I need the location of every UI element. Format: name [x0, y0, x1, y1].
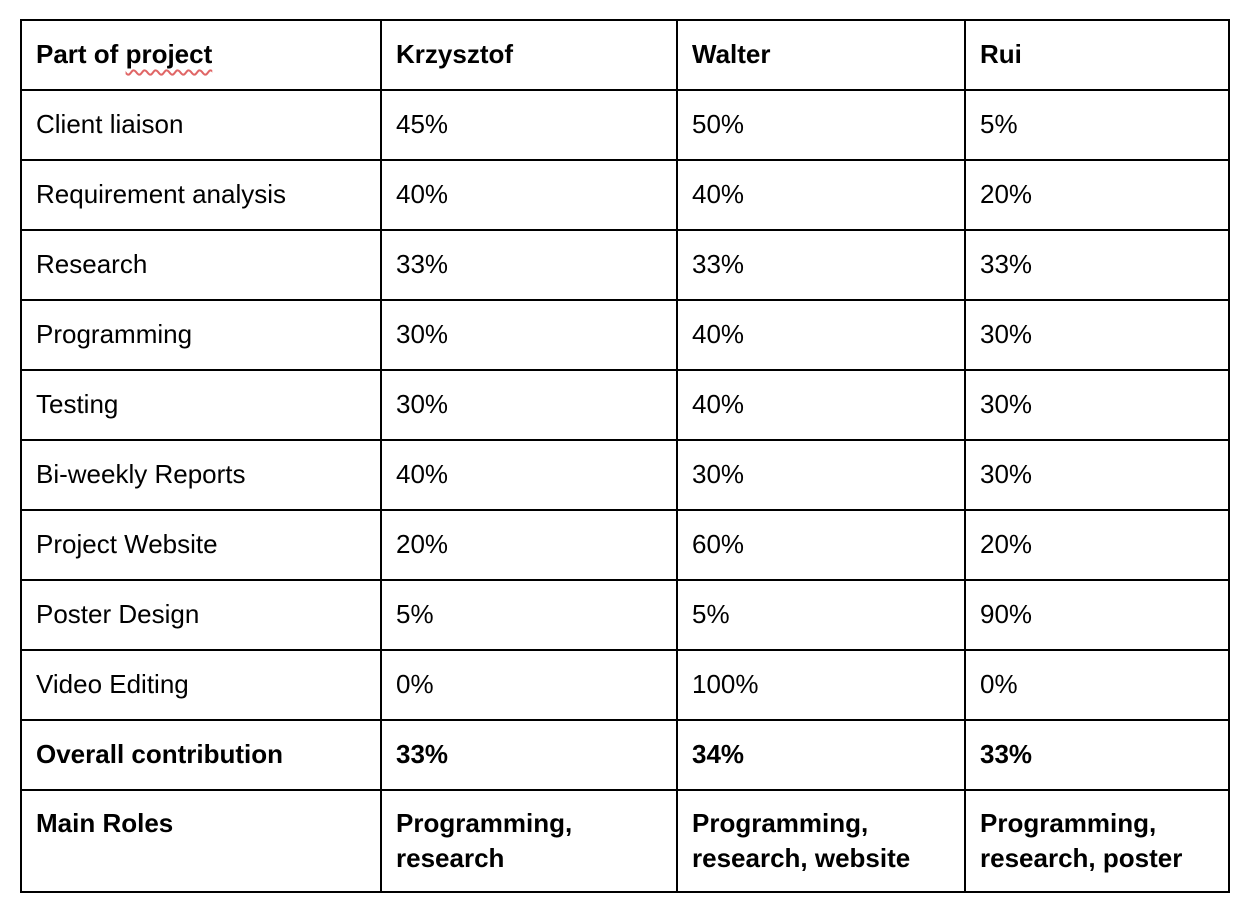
part-cell[interactable]: Bi-weekly Reports	[20, 439, 382, 511]
table-row: Research 33% 33% 33%	[20, 229, 1230, 301]
table-row: Project Website 20% 60% 20%	[20, 509, 1230, 581]
part-cell[interactable]: Poster Design	[20, 579, 382, 651]
value-cell[interactable]: 33%	[676, 229, 966, 301]
table-row: Testing 30% 40% 30%	[20, 369, 1230, 441]
value-cell[interactable]: 30%	[964, 369, 1230, 441]
header-part-prefix: Part of	[36, 39, 126, 69]
header-cell-walter[interactable]: Walter	[676, 19, 966, 91]
value-cell[interactable]: 100%	[676, 649, 966, 721]
value-cell[interactable]: 30%	[964, 299, 1230, 371]
value-cell[interactable]: 20%	[380, 509, 678, 581]
roles-value-cell[interactable]: Programming, research, poster	[964, 789, 1230, 893]
value-cell[interactable]: 90%	[964, 579, 1230, 651]
value-cell[interactable]: 0%	[964, 649, 1230, 721]
value-cell[interactable]: 33%	[964, 229, 1230, 301]
value-cell[interactable]: 40%	[380, 159, 678, 231]
overall-label-cell[interactable]: Overall contribution	[20, 719, 382, 791]
table-row: Poster Design 5% 5% 90%	[20, 579, 1230, 651]
overall-value-cell[interactable]: 34%	[676, 719, 966, 791]
value-cell[interactable]: 33%	[380, 229, 678, 301]
value-cell[interactable]: 20%	[964, 509, 1230, 581]
header-row: Part of project Krzysztof Walter Rui	[20, 19, 1230, 91]
table-row: Programming 30% 40% 30%	[20, 299, 1230, 371]
part-cell[interactable]: Research	[20, 229, 382, 301]
roles-line: Programming,	[980, 808, 1157, 838]
table-row: Bi-weekly Reports 40% 30% 30%	[20, 439, 1230, 511]
value-cell[interactable]: 5%	[964, 89, 1230, 161]
roles-line: research	[396, 843, 505, 873]
contribution-table: Part of project Krzysztof Walter Rui Cli…	[20, 19, 1230, 893]
value-cell[interactable]: 30%	[380, 299, 678, 371]
overall-value-cell[interactable]: 33%	[380, 719, 678, 791]
part-cell[interactable]: Project Website	[20, 509, 382, 581]
value-cell[interactable]: 45%	[380, 89, 678, 161]
value-cell[interactable]: 30%	[964, 439, 1230, 511]
overall-row: Overall contribution 33% 34% 33%	[20, 719, 1230, 791]
roles-line: research, website	[692, 843, 911, 873]
value-cell[interactable]: 40%	[676, 299, 966, 371]
part-cell[interactable]: Client liaison	[20, 89, 382, 161]
part-cell[interactable]: Requirement analysis	[20, 159, 382, 231]
table-row: Client liaison 45% 50% 5%	[20, 89, 1230, 161]
roles-row: Main Roles Programming, research Programm…	[20, 789, 1230, 893]
value-cell[interactable]: 5%	[380, 579, 678, 651]
table-row: Requirement analysis 40% 40% 20%	[20, 159, 1230, 231]
header-cell-rui[interactable]: Rui	[964, 19, 1230, 91]
table-row: Video Editing 0% 100% 0%	[20, 649, 1230, 721]
value-cell[interactable]: 30%	[676, 439, 966, 511]
value-cell[interactable]: 40%	[676, 369, 966, 441]
header-cell-part[interactable]: Part of project	[20, 19, 382, 91]
roles-line: Programming,	[396, 808, 573, 838]
roles-value-cell[interactable]: Programming, research, website	[676, 789, 966, 893]
value-cell[interactable]: 50%	[676, 89, 966, 161]
part-cell[interactable]: Programming	[20, 299, 382, 371]
value-cell[interactable]: 5%	[676, 579, 966, 651]
value-cell[interactable]: 40%	[380, 439, 678, 511]
part-cell[interactable]: Video Editing	[20, 649, 382, 721]
spellcheck-flagged-word[interactable]: project	[125, 39, 213, 69]
roles-value-cell[interactable]: Programming, research	[380, 789, 678, 893]
value-cell[interactable]: 0%	[380, 649, 678, 721]
overall-value-cell[interactable]: 33%	[964, 719, 1230, 791]
value-cell[interactable]: 30%	[380, 369, 678, 441]
value-cell[interactable]: 40%	[676, 159, 966, 231]
part-cell[interactable]: Testing	[20, 369, 382, 441]
roles-label-cell[interactable]: Main Roles	[20, 789, 382, 893]
value-cell[interactable]: 60%	[676, 509, 966, 581]
header-cell-krzysztof[interactable]: Krzysztof	[380, 19, 678, 91]
value-cell[interactable]: 20%	[964, 159, 1230, 231]
roles-line: Programming,	[692, 808, 869, 838]
roles-line: research, poster	[980, 843, 1183, 873]
